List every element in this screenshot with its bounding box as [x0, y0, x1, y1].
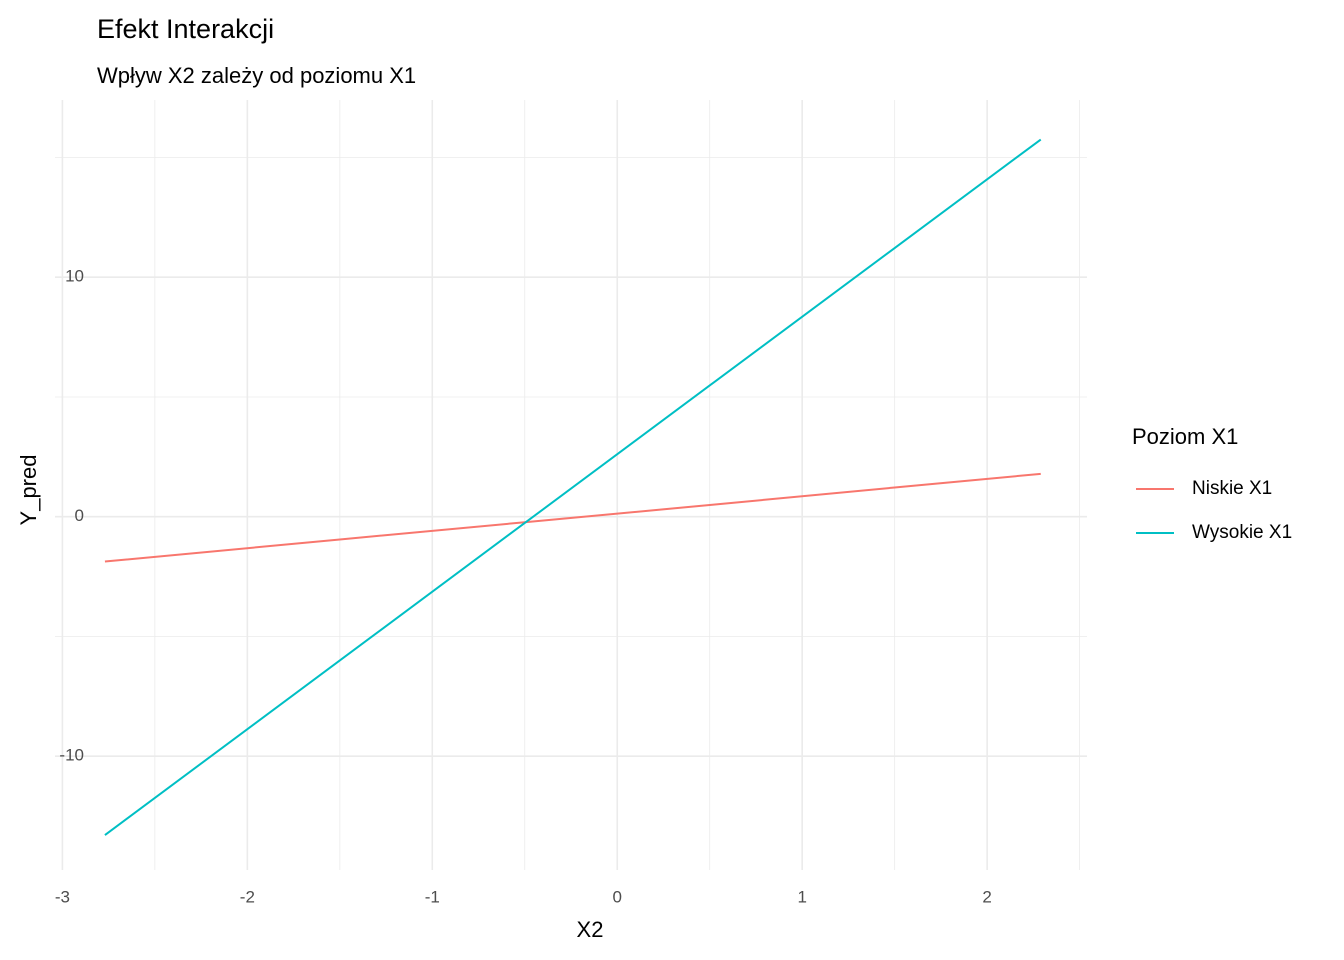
- chart-title: Efekt Interakcji: [97, 14, 274, 44]
- x-tick-label: 0: [613, 887, 622, 906]
- x-tick-label: -3: [55, 887, 70, 906]
- chart-subtitle: Wpływ X2 zależy od poziomu X1: [97, 63, 416, 88]
- x-tick-label: 2: [982, 887, 991, 906]
- y-tick-label: 0: [75, 506, 84, 525]
- x-tick-label: 1: [797, 887, 806, 906]
- legend-title: Poziom X1: [1132, 424, 1238, 449]
- x-axis-title: X2: [577, 917, 604, 942]
- x-tick-label: -1: [425, 887, 440, 906]
- x-tick-label: -2: [240, 887, 255, 906]
- y-tick-label: 10: [65, 267, 84, 286]
- y-tick-label: -10: [59, 746, 84, 765]
- series-line: [104, 472, 1041, 563]
- legend-label: Wysokie X1: [1192, 522, 1292, 543]
- legend-label: Niskie X1: [1192, 478, 1272, 499]
- series-line: [104, 138, 1042, 836]
- y-axis-title: Y_pred: [16, 455, 41, 526]
